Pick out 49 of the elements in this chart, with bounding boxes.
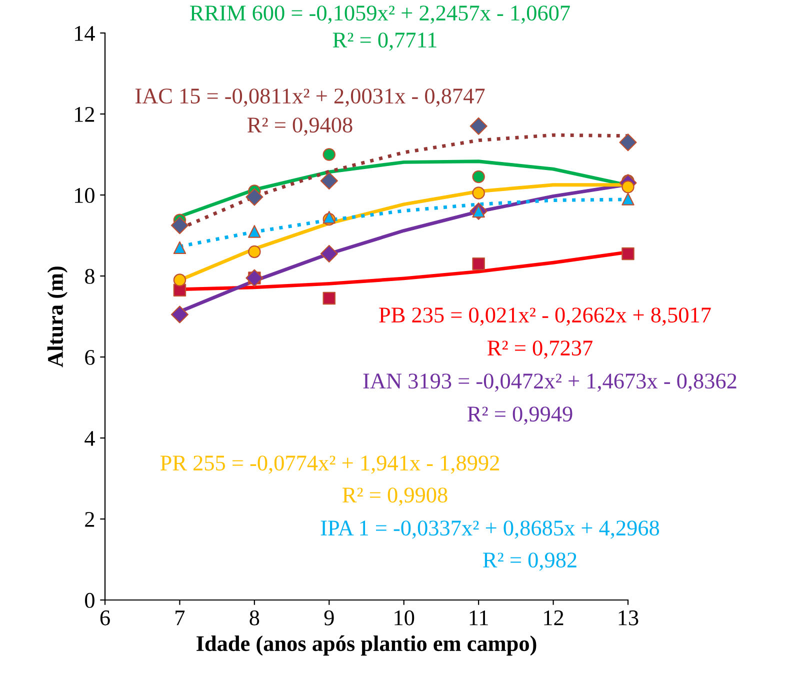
y-tick-label: 6 (85, 350, 95, 365)
y-tick-label: 0 (85, 592, 94, 608)
annotation: IAN 3193 = -0,0472x² + 1,4673x - 0,8362 (363, 374, 736, 392)
y-tick-label: 4 (84, 431, 95, 446)
annotation: IAC 15 = -0,0811x² + 2,0031x - 0,8747 (135, 88, 485, 107)
annotation: IPA 1 = -0,0337x² + 0,8685x + 4,2968 (320, 520, 660, 539)
point (622, 247, 634, 260)
x-tick-label: 6 (100, 610, 110, 626)
annotation: R² = 0,9949 (468, 406, 572, 425)
point (170, 306, 188, 324)
x-tick-label: 8 (250, 610, 260, 626)
annotation: R² = 0,9408 (248, 118, 352, 136)
point (320, 172, 338, 190)
x-tick-label: 12 (544, 610, 564, 626)
point (622, 180, 634, 194)
y-tick-label: 14 (75, 26, 95, 41)
annotation: PB 235 = 0,021x² - 0,2662x + 8,5017 (379, 308, 711, 326)
annotation: PR 255 = -0,0774x² + 1,941x - 1,8992 (160, 456, 499, 474)
point (472, 170, 485, 184)
point (320, 244, 338, 262)
y-tick-label: 2 (85, 512, 94, 527)
x-tick-label: 11 (470, 610, 488, 626)
point (472, 257, 485, 270)
point (472, 186, 485, 200)
point (622, 192, 634, 206)
x-tick-label: 9 (324, 610, 334, 626)
annotation: R² = 0,7237 (488, 340, 592, 359)
point (322, 292, 336, 305)
point (470, 117, 488, 135)
point (173, 241, 186, 254)
point (619, 134, 637, 152)
point (170, 216, 188, 234)
point (173, 274, 186, 286)
point (248, 225, 261, 238)
x-tick-label: 10 (394, 610, 414, 626)
y-tick-label: 10 (75, 188, 94, 203)
x-tick-label: 13 (618, 610, 638, 626)
y-tick-label: 8 (85, 268, 94, 284)
annotation: R² = 0,9908 (342, 488, 448, 506)
point (248, 245, 261, 258)
x-axis-title: Idade (anos após plantio em campo) (196, 635, 536, 656)
annotation: R² = 0,982 (483, 552, 576, 571)
x-tick-label: 7 (176, 610, 185, 626)
point (246, 188, 264, 206)
annotation: R² = 0,7711 (332, 32, 436, 51)
y-axis-title: Altura (m) (47, 266, 68, 368)
y-tick-label: 12 (75, 106, 94, 122)
text: RRIM 600 = -0,1059x² + 2,2457x - 1,0607 (190, 6, 570, 24)
point (322, 148, 336, 161)
